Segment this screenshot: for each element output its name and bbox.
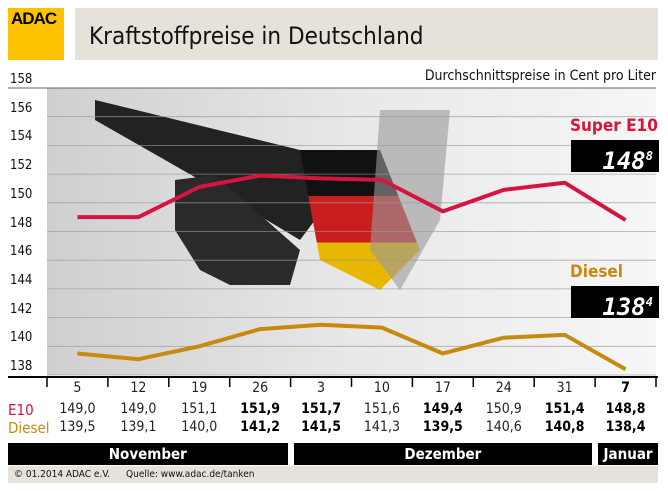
- diesel-value: 139,1: [120, 419, 157, 435]
- y-tick-label: 156: [10, 100, 33, 116]
- y-tick-label: 148: [10, 215, 33, 231]
- chart-title: Kraftstoffpreise in Deutschland: [89, 22, 424, 50]
- x-tick-label: 10: [373, 380, 390, 396]
- diesel-value: 140,0: [181, 419, 218, 435]
- e10-value: 151,7: [301, 401, 341, 417]
- logo-text: ADAC: [11, 9, 57, 28]
- y-tick-label: 144: [10, 272, 33, 288]
- x-tick-label: 17: [434, 380, 451, 396]
- e10-value: 151,9: [240, 401, 281, 417]
- title-bar: Kraftstoffpreise in Deutschland: [75, 8, 658, 60]
- diesel-value: 140,8: [544, 419, 585, 435]
- legend-diesel: Diesel: [570, 262, 624, 282]
- diesel-value: 141,5: [301, 419, 341, 435]
- pump-body: [370, 110, 450, 290]
- e10-value: 149,0: [59, 401, 96, 417]
- diesel-value: 139,5: [422, 419, 463, 435]
- e10-value: 148,8: [605, 401, 646, 417]
- diesel-value: 141,2: [240, 419, 281, 435]
- x-tick-label: 3: [317, 380, 326, 396]
- e10-value: 150,9: [485, 401, 522, 417]
- legend-e10: Super E10: [570, 116, 658, 136]
- month-bar-dezember: Dezember: [293, 443, 593, 465]
- series-line-e10: [77, 173, 627, 222]
- x-tick-label: 5: [73, 380, 82, 396]
- footer: © 01.2014 ADAC e.V. Quelle: www.adac.de/t…: [8, 466, 658, 483]
- adac-logo: ADAC: [8, 8, 64, 60]
- y-tick-label: 140: [10, 330, 33, 346]
- row-label-e10: E10: [8, 401, 34, 419]
- e10-price-display: 1488: [571, 140, 659, 175]
- e10-value: 149,0: [120, 401, 157, 417]
- diesel-value: 138,4: [605, 419, 646, 435]
- x-tick-label: 7: [621, 380, 630, 396]
- x-tick-label: 31: [556, 380, 573, 396]
- e10-value: 151,1: [181, 401, 218, 417]
- diesel-value: 140,6: [485, 419, 522, 435]
- diesel-price-display: 1384: [571, 286, 659, 321]
- month-bar-januar: Januar: [598, 443, 658, 465]
- e10-value: 151,4: [544, 401, 585, 417]
- e10-value: 149,4: [422, 401, 463, 417]
- copyright: © 01.2014 ADAC e.V.: [14, 469, 111, 480]
- x-tick-label: 26: [252, 380, 269, 396]
- y-axis-label: Durchschnittspreise in Cent pro Liter: [424, 68, 656, 84]
- row-label-diesel: Diesel: [8, 419, 50, 437]
- e10-value: 151,6: [363, 401, 400, 417]
- diesel-value: 139,5: [59, 419, 96, 435]
- y-tick-label: 154: [10, 129, 33, 145]
- x-tick-label: 12: [130, 380, 147, 396]
- x-tick-label: 19: [191, 380, 208, 396]
- diesel-value: 141,3: [363, 419, 400, 435]
- y-tick-label: 150: [10, 186, 33, 202]
- x-tick-label: 24: [495, 380, 512, 396]
- y-tick-label: 158: [10, 72, 33, 87]
- y-tick-label: 152: [10, 158, 33, 174]
- y-tick-label: 138: [10, 359, 33, 374]
- y-tick-label: 142: [10, 301, 33, 317]
- fuel-nozzle-hose: [95, 100, 330, 240]
- series-line-diesel: [77, 322, 627, 372]
- source: Quelle: www.adac.de/tanken: [126, 469, 255, 480]
- y-tick-label: 146: [10, 244, 33, 260]
- month-bar-november: November: [8, 443, 288, 465]
